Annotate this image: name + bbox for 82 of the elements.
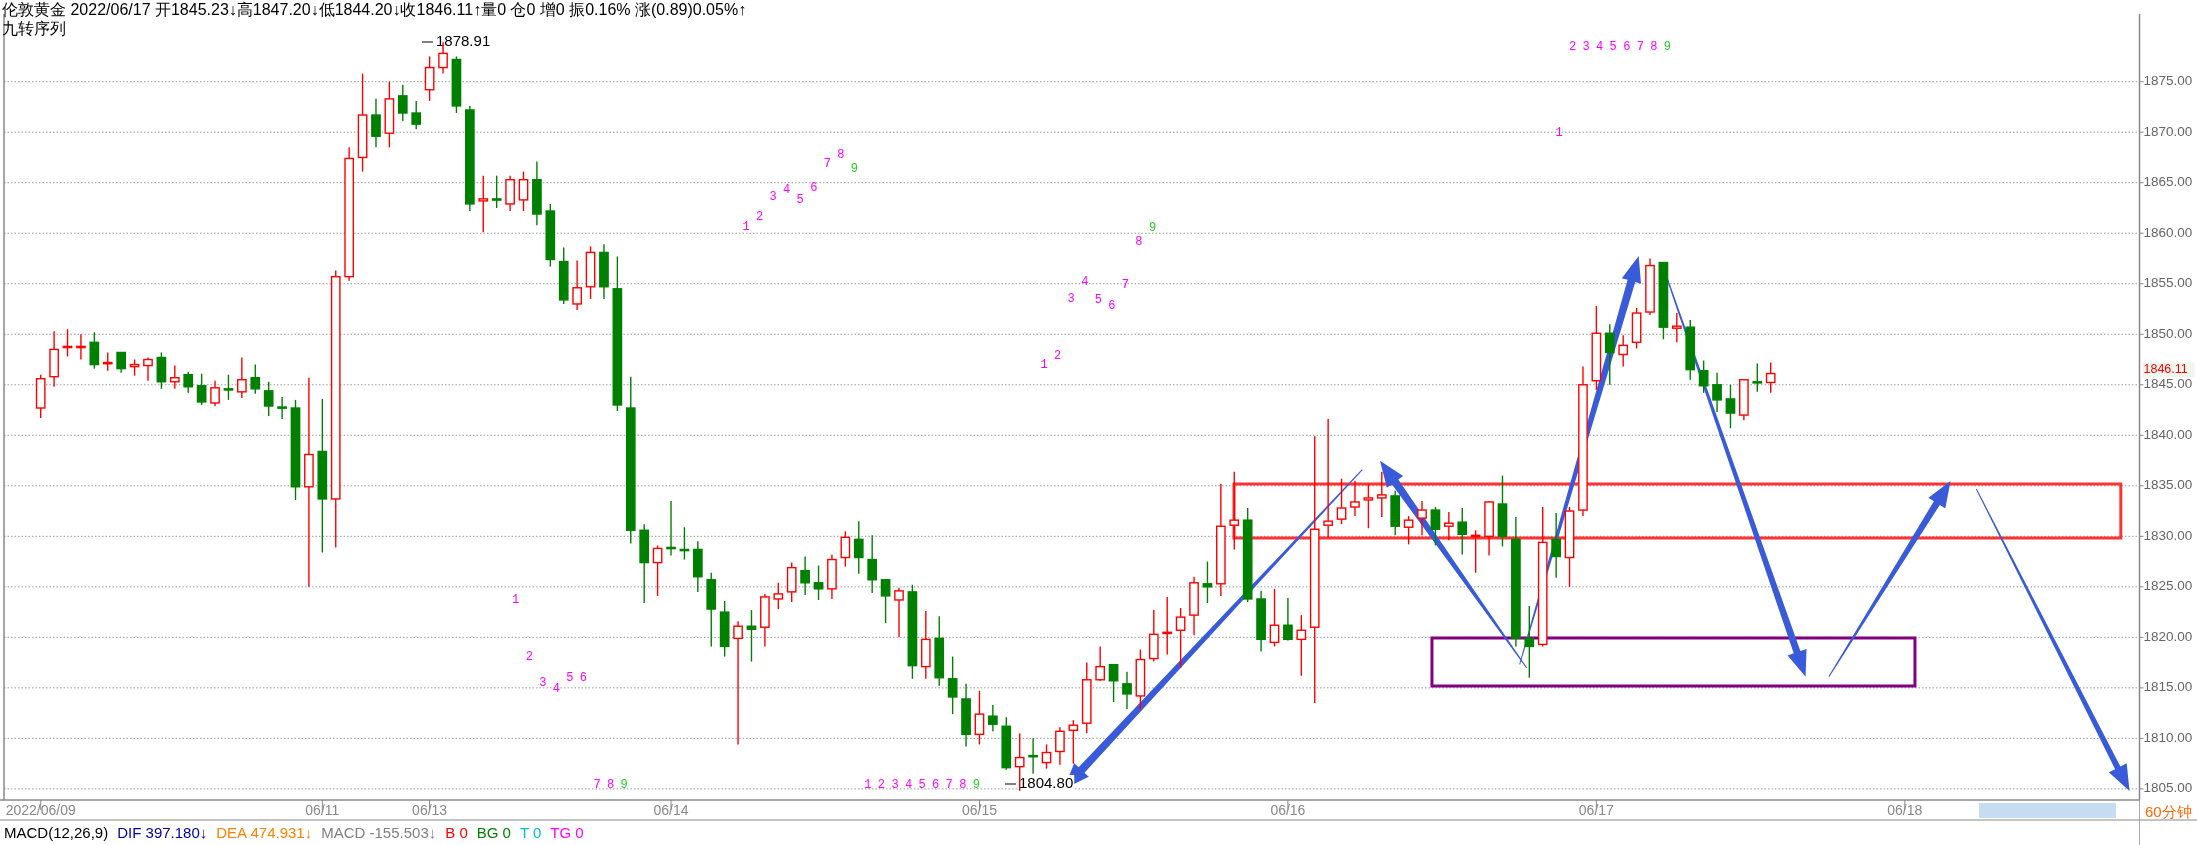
annotation: 1878.91 (436, 31, 491, 49)
annotation: 9 (620, 777, 628, 792)
text: MACD(12,26,9) (4, 824, 109, 841)
y-tick-label: 1815.00 (2143, 679, 2193, 695)
annotation: 5 (566, 670, 574, 685)
annotation: 8 (1650, 40, 1658, 55)
text: TG 0 (550, 824, 584, 841)
annotation: 4 (783, 182, 791, 197)
annotation: 7 (945, 777, 953, 792)
annotation: 6 (1623, 40, 1631, 55)
annotation: 8 (606, 777, 615, 792)
annotation: 6 (932, 777, 940, 792)
y-tick-label: 1860.00 (2143, 224, 2193, 240)
annotation: 7 (593, 777, 601, 792)
annotation: 3 (769, 189, 777, 204)
y-tick-label: 1835.00 (2143, 477, 2193, 493)
annotation: 9 (1148, 221, 1157, 236)
annotation: 2 (1054, 349, 1062, 364)
text: 1846.11 (2143, 362, 2188, 377)
annotation: 4 (1596, 40, 1604, 55)
annotation: 2 (525, 650, 533, 665)
text: 60分钟 (2145, 803, 2192, 820)
x-tick-label: 06/16 (1270, 802, 1306, 818)
y-tick-label: 1845.00 (2143, 376, 2193, 392)
y-tick-label: 1875.00 (2143, 73, 2193, 89)
text: DEA 474.931↓ (216, 824, 313, 841)
annotation: 1804.80 (1019, 773, 1074, 791)
annotation: 1 (742, 220, 750, 235)
annotation: 2 (877, 777, 886, 792)
annotation: 8 (1135, 235, 1143, 250)
text: B 0 (445, 824, 468, 841)
y-tick-label: 1810.00 (2143, 729, 2193, 745)
y-tick-label: 1865.00 (2143, 174, 2193, 190)
text: T 0 (519, 824, 542, 841)
annotation: 5 (796, 192, 804, 207)
annotation: 9 (1663, 40, 1671, 55)
annotation: 9 (972, 777, 980, 792)
y-tick-label: 1840.00 (2143, 426, 2193, 442)
x-tick-label: 2022/06/09 (5, 802, 76, 818)
annotation: 4 (904, 777, 913, 792)
text: BG 0 (476, 824, 511, 841)
annotation: 5 (1094, 292, 1102, 307)
y-tick-label: 1870.00 (2143, 123, 2193, 139)
x-tick-label: 06/14 (653, 802, 689, 818)
text: DIF 397.180↓ (117, 824, 208, 841)
y-tick-label: 1830.00 (2143, 527, 2193, 543)
annotation: 6 (810, 180, 818, 195)
annotation: 3 (539, 675, 547, 690)
annotation: 4 (1081, 274, 1089, 289)
annotation: 4 (552, 681, 560, 696)
y-tick-label: 1825.00 (2143, 578, 2193, 594)
annotation: 5 (1609, 40, 1617, 55)
annotation: 6 (579, 670, 588, 685)
annotation: 1 (512, 592, 520, 607)
text: MACD -155.503↓ (321, 824, 437, 841)
x-tick-label: 06/15 (961, 802, 998, 818)
annotation: 8 (837, 148, 845, 163)
annotation: 3 (1582, 40, 1590, 55)
annotation: 9 (850, 161, 858, 176)
annotation: 5 (918, 777, 926, 792)
annotation: 7 (1636, 40, 1644, 55)
x-tick-label: 06/17 (1578, 802, 1615, 818)
annotation: 3 (1067, 291, 1075, 306)
y-tick-label: 1820.00 (2143, 628, 2193, 644)
y-tick-label: 1850.00 (2143, 325, 2193, 341)
y-tick-label: 1855.00 (2143, 275, 2193, 291)
annotation: 8 (959, 777, 967, 792)
x-tick-label: 06/13 (412, 802, 448, 818)
annotation: 1 (1040, 357, 1048, 372)
chart-title: 伦敦黄金 2022/06/17 开1845.23↓高1847.20↓低1844.20↓收1846.11↑量0 仓0 增0 振0.16% 涨(0.89)0.05%↑ (2, 1, 747, 18)
x-tick-label: 06/18 (1887, 802, 1923, 818)
annotation: 1 (864, 777, 872, 792)
annotation: 2 (755, 210, 764, 225)
annotation: 1 (1555, 126, 1563, 141)
annotation: 3 (891, 777, 899, 792)
x-tick-label: 06/11 (305, 802, 340, 818)
annotation: 6 (1108, 298, 1116, 313)
annotation: 7 (823, 156, 831, 171)
annotation: 2 (1568, 40, 1577, 55)
annotation: 7 (1121, 277, 1129, 292)
y-tick-label: 1805.00 (2143, 780, 2193, 796)
chart-subtitle: 九转序列 (2, 20, 66, 37)
